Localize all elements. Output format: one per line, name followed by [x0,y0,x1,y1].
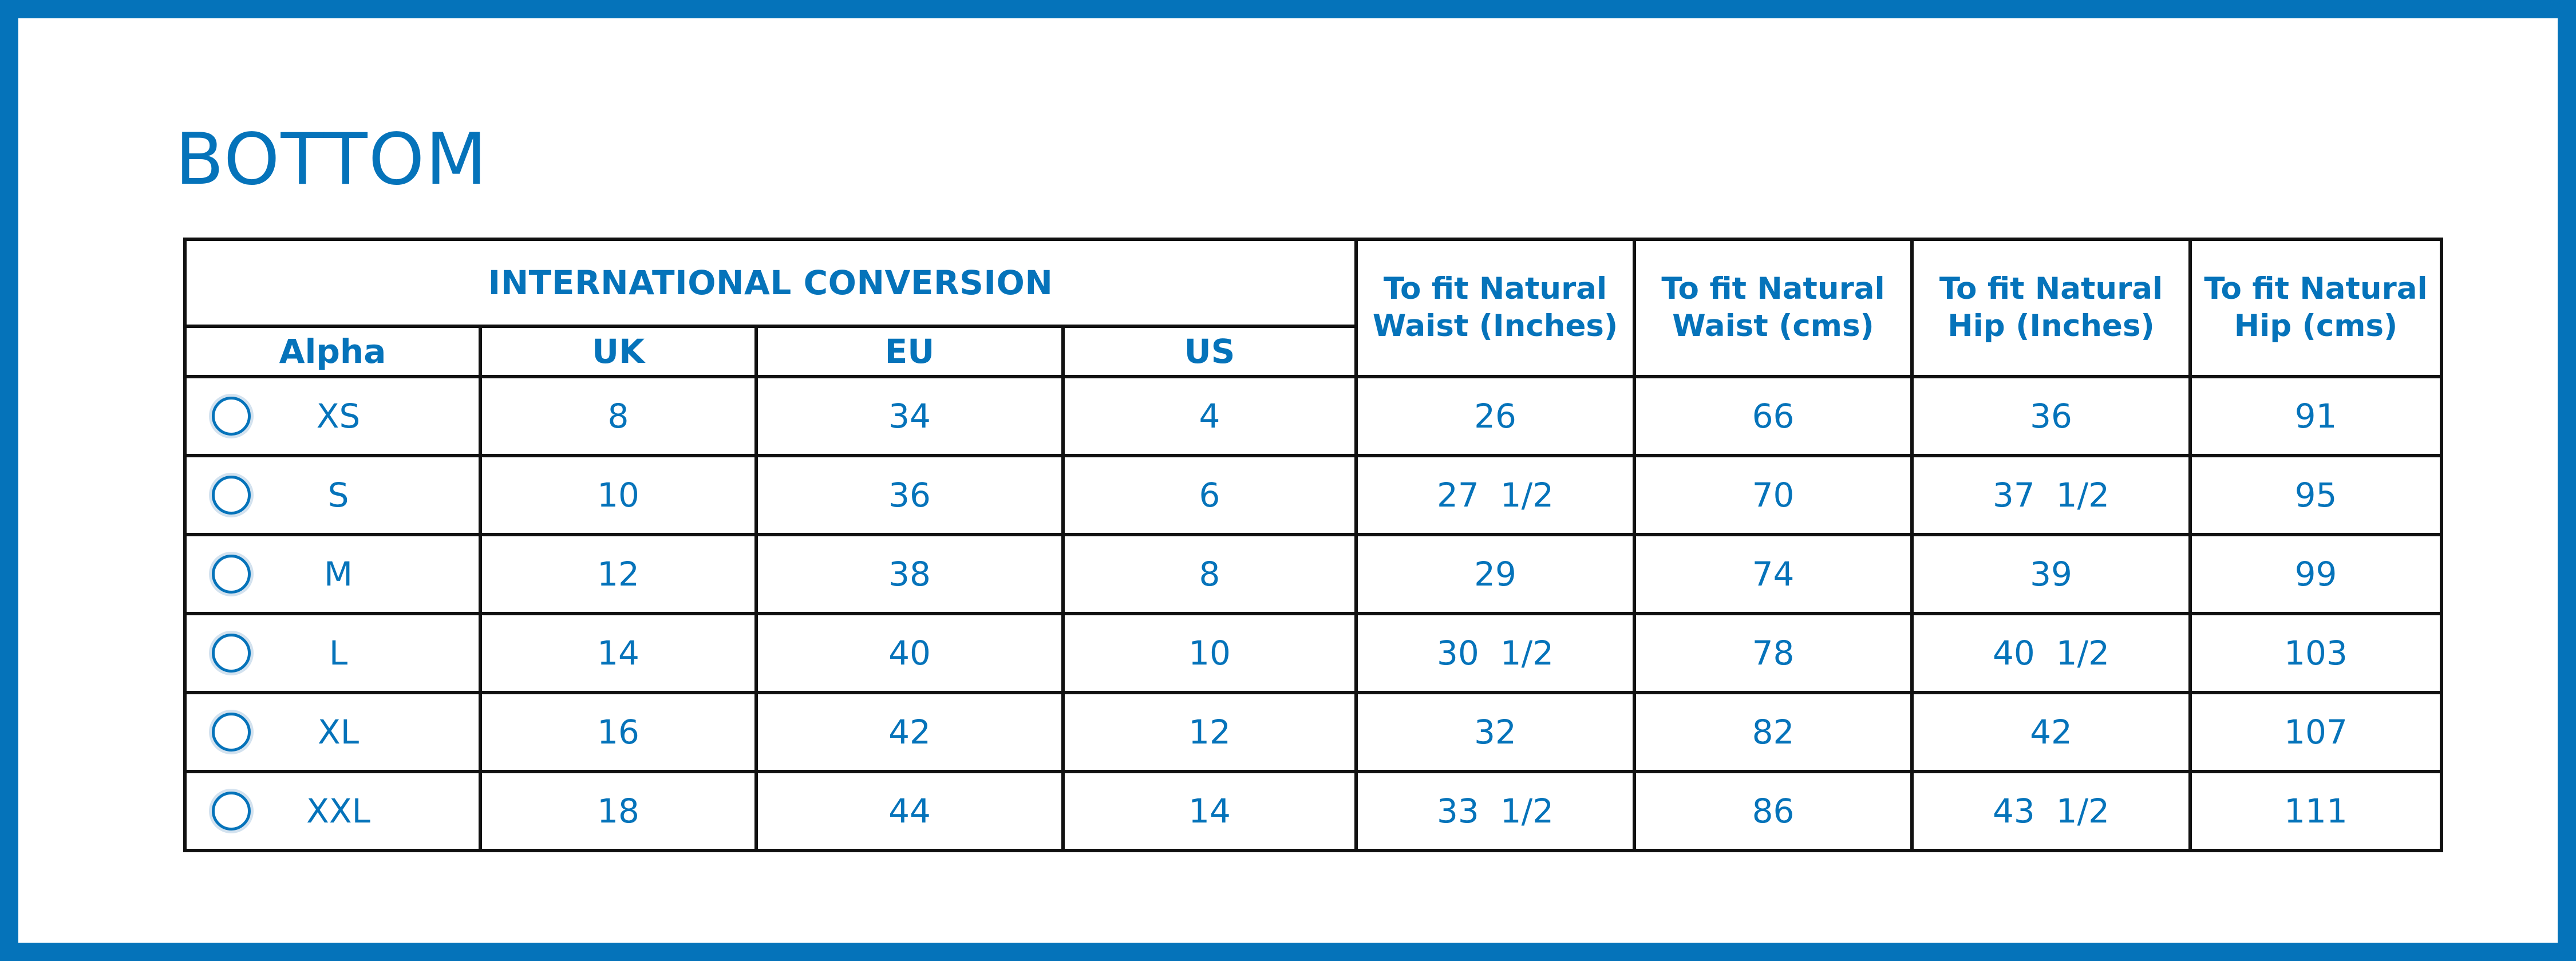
alpha-wrap: L [188,617,477,689]
hip-inches-cell: 36 [1910,375,2192,457]
header-line: Hip (cms) [2234,309,2398,343]
eu-size-cell: 34 [754,375,1065,457]
size-radio-button[interactable] [212,634,251,673]
header-line: To fit Natural [1383,271,1607,307]
alpha-size-label: XS [316,397,361,436]
waist-inches-cell: 26 [1354,375,1637,457]
uk-size-cell: 18 [479,770,758,852]
hip-inches-cell: 40 1/2 [1910,612,2192,694]
eu-size-cell: 44 [754,770,1065,852]
eu-header: EU [754,325,1065,378]
hip-cms-cell: 91 [2188,375,2444,457]
hip-cms-cell: 107 [2188,691,2444,773]
waist-inches-cell: 27 1/2 [1354,454,1637,536]
header-line: To fit Natural [2204,271,2428,307]
hip-cms-cell: 99 [2188,533,2444,615]
size-radio-button[interactable] [212,792,251,831]
alpha-cell: L [183,612,482,694]
table-row: M 12 38 8 29 74 39 99 [183,533,2444,615]
alpha-wrap: XL [188,696,477,768]
waist-inches-cell: 32 [1354,691,1637,773]
waist-cms-header: To fit Natural Waist (cms) [1633,238,1914,378]
us-size-cell: 12 [1061,691,1358,773]
hip-cms-cell: 111 [2188,770,2444,852]
alpha-wrap: XXL [188,775,477,847]
size-radio-button[interactable] [212,555,251,594]
waist-inches-header: To fit Natural Waist (Inches) [1354,238,1637,378]
hip-inches-cell: 42 [1910,691,2192,773]
alpha-size-label: S [327,476,349,515]
uk-size-cell: 12 [479,533,758,615]
hip-inches-cell: 37 1/2 [1910,454,2192,536]
uk-size-cell: 16 [479,691,758,773]
alpha-cell: XL [183,691,482,773]
waist-cms-cell: 74 [1633,533,1914,615]
alpha-size-label: M [323,555,353,594]
waist-cms-cell: 70 [1633,454,1914,536]
uk-size-cell: 10 [479,454,758,536]
eu-size-cell: 38 [754,533,1065,615]
alpha-wrap: S [188,459,477,531]
us-size-cell: 14 [1061,770,1358,852]
us-size-cell: 10 [1061,612,1358,694]
alpha-size-label: L [329,634,348,673]
eu-size-cell: 42 [754,691,1065,773]
header-line: To fit Natural [1939,271,2163,307]
waist-inches-cell: 29 [1354,533,1637,615]
alpha-wrap: M [188,538,477,610]
hip-inches-cell: 43 1/2 [1910,770,2192,852]
table-row: XXL 18 44 14 33 1/2 86 43 1/2 111 [183,770,2444,852]
waist-cms-cell: 86 [1633,770,1914,852]
table-row: XL 16 42 12 32 82 42 107 [183,691,2444,773]
header-line: Waist (Inches) [1372,309,1618,343]
international-conversion-header: INTERNATIONAL CONVERSION [183,238,1358,328]
size-radio-button[interactable] [212,713,251,752]
table-row: XS 8 34 4 26 66 36 91 [183,375,2444,457]
waist-cms-cell: 66 [1633,375,1914,457]
us-size-cell: 8 [1061,533,1358,615]
alpha-size-label: XL [317,713,359,752]
header-row-top: INTERNATIONAL CONVERSION To fit Natural … [183,238,2444,378]
hip-inches-cell: 39 [1910,533,2192,615]
us-header: US [1061,325,1358,378]
uk-size-cell: 14 [479,612,758,694]
hip-cms-header: To fit Natural Hip (cms) [2188,238,2444,378]
waist-inches-cell: 30 1/2 [1354,612,1637,694]
hip-cms-cell: 103 [2188,612,2444,694]
size-conversion-table: INTERNATIONAL CONVERSION To fit Natural … [183,238,2444,852]
hip-cms-cell: 95 [2188,454,2444,536]
alpha-size-label: XXL [306,792,370,831]
uk-header: UK [479,325,758,378]
eu-size-cell: 40 [754,612,1065,694]
table-row: S 10 36 6 27 1/2 70 37 1/2 95 [183,454,2444,536]
alpha-wrap: XS [188,380,477,452]
header-line: Waist (cms) [1672,309,1874,343]
us-size-cell: 4 [1061,375,1358,457]
header-line: Hip (Inches) [1947,309,2155,343]
alpha-cell: M [183,533,482,615]
alpha-header: Alpha [183,325,482,378]
table-row: L 14 40 10 30 1/2 78 40 1/2 103 [183,612,2444,694]
size-radio-button[interactable] [212,476,251,515]
alpha-cell: S [183,454,482,536]
hip-inches-header: To fit Natural Hip (Inches) [1910,238,2192,378]
waist-cms-cell: 82 [1633,691,1914,773]
header-row-sub: Alpha UK EU US [183,325,2441,378]
waist-inches-cell: 33 1/2 [1354,770,1637,852]
alpha-cell: XXL [183,770,482,852]
header-line: To fit Natural [1661,271,1885,307]
page-title: BOTTOM [175,118,488,201]
alpha-cell: XS [183,375,482,457]
waist-cms-cell: 78 [1633,612,1914,694]
uk-size-cell: 8 [479,375,758,457]
size-radio-button[interactable] [212,397,251,436]
eu-size-cell: 36 [754,454,1065,536]
us-size-cell: 6 [1061,454,1358,536]
